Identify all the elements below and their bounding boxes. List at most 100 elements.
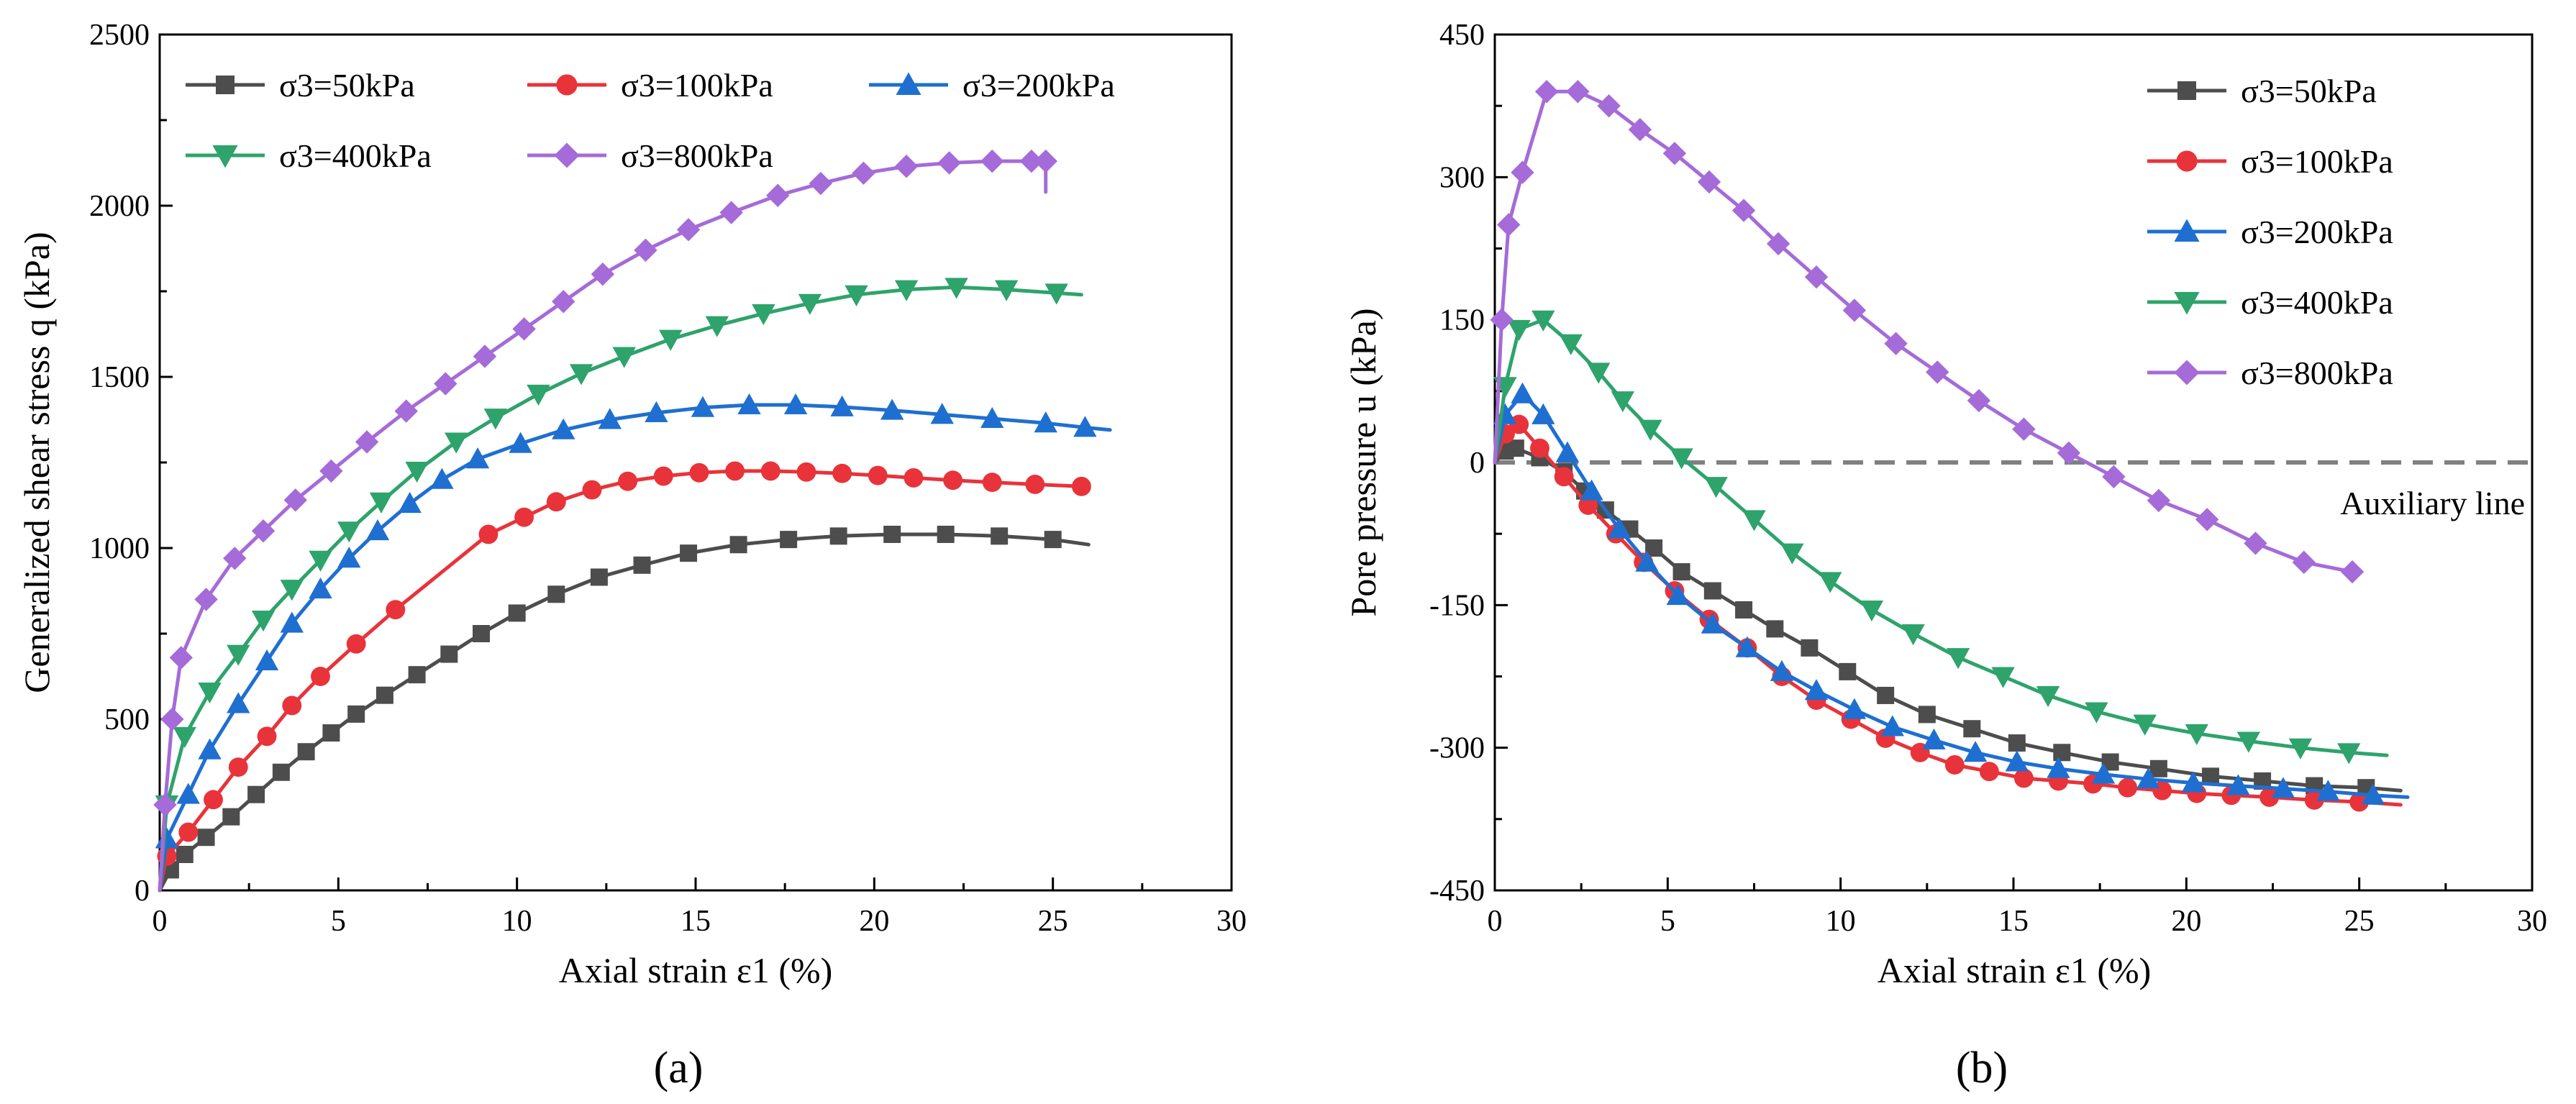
data-point <box>1628 118 1652 142</box>
data-point <box>1530 438 1549 458</box>
data-point <box>228 757 248 777</box>
data-point <box>2147 488 2171 513</box>
data-point <box>398 491 422 514</box>
data-point <box>552 418 575 439</box>
data-point <box>153 793 177 817</box>
data-point <box>311 667 330 686</box>
data-point <box>1666 583 1690 606</box>
data-point <box>1025 475 1045 494</box>
data-point <box>659 329 683 351</box>
panel-a-y-axis-title: Generalized shear stress q (kPa) <box>17 232 57 693</box>
data-point <box>169 646 193 670</box>
series-line <box>1493 89 2354 579</box>
data-point <box>309 577 332 599</box>
data-point <box>1554 467 1574 487</box>
data-point <box>283 488 307 512</box>
data-point <box>483 409 508 430</box>
data-point <box>633 556 651 574</box>
data-point <box>1044 531 1062 549</box>
data-point <box>514 507 534 527</box>
data-point <box>2133 714 2157 736</box>
x-tick-label: 0 <box>1488 905 1503 938</box>
series-diamond <box>153 149 1057 893</box>
data-point <box>346 634 366 654</box>
series-line <box>158 469 1091 893</box>
data-point <box>1071 476 1091 496</box>
data-point <box>1034 149 1057 173</box>
data-point <box>1877 686 1895 704</box>
data-point <box>1804 265 1829 289</box>
x-tick-label: 5 <box>1660 905 1675 938</box>
series-circle <box>157 461 1091 893</box>
series-square <box>158 525 1091 893</box>
data-point <box>1534 80 1559 104</box>
legend-marker <box>2174 291 2200 315</box>
data-point <box>618 471 638 491</box>
data-point <box>1532 310 1555 332</box>
data-point <box>2005 750 2029 772</box>
data-point <box>1926 360 1949 384</box>
data-point <box>386 600 406 620</box>
panel-a-label: (a) <box>654 1044 704 1092</box>
data-point <box>832 463 852 483</box>
legend-label: σ3=50kPa <box>279 67 415 104</box>
data-point <box>729 536 747 554</box>
data-point <box>227 644 250 666</box>
legend-item: σ3=800kPa <box>2147 355 2393 391</box>
x-tick-label: 30 <box>2517 905 2547 938</box>
data-point <box>478 524 499 544</box>
data-point <box>198 738 222 759</box>
legend-label: σ3=400kPa <box>279 137 432 174</box>
data-point <box>689 462 709 483</box>
data-point <box>991 527 1009 545</box>
data-point <box>796 462 816 482</box>
data-point <box>737 393 761 414</box>
data-point <box>883 525 901 543</box>
data-point <box>2340 560 2365 584</box>
legend-item: σ3=200kPa <box>2147 214 2393 250</box>
data-point <box>1019 149 1044 173</box>
series-triangle-down <box>155 278 1083 893</box>
legend-marker <box>2174 360 2200 386</box>
data-point <box>2337 743 2361 765</box>
data-point <box>980 406 1004 429</box>
data-point <box>2316 780 2340 801</box>
series-line <box>1493 446 2403 793</box>
data-point <box>247 785 265 803</box>
data-point <box>2304 790 2324 810</box>
data-point <box>937 525 955 543</box>
data-point <box>937 151 961 175</box>
data-point <box>222 808 240 826</box>
legend-marker <box>2174 219 2200 242</box>
x-tick-label: 20 <box>2171 905 2201 938</box>
data-point <box>473 625 490 642</box>
data-point <box>1506 439 1524 457</box>
data-point <box>355 430 379 454</box>
panel-b-axes: 0 5 10 15 20 25 30 -450 -300 -150 0 150 300 450 <box>1429 19 2547 938</box>
data-point <box>408 666 426 684</box>
panel-a-chart: 0 5 10 15 20 25 30 0 500 1000 1500 2000 2500 σ3=50kP… <box>17 19 1247 1092</box>
data-point <box>676 218 701 242</box>
data-point <box>2226 774 2250 795</box>
legend-item: σ3=400kPa <box>186 137 432 174</box>
data-point <box>760 461 780 481</box>
data-point <box>394 399 418 423</box>
y-tick-label: -300 <box>1429 732 1485 765</box>
panel-b-legend: σ3=50kPa σ3=100kPa σ3=200kPa σ3=400kPa σ3=80… <box>2147 73 2393 391</box>
data-point <box>2136 767 2160 789</box>
series-line <box>1493 392 2410 799</box>
data-point <box>1672 563 1690 581</box>
y-tick-label: 500 <box>104 703 150 736</box>
data-point <box>1704 477 1728 498</box>
data-point <box>473 345 497 368</box>
data-point <box>257 726 277 747</box>
data-point <box>1607 517 1631 539</box>
y-tick-label: -150 <box>1429 589 1485 622</box>
data-point <box>1532 403 1555 424</box>
data-point <box>645 401 668 422</box>
data-point <box>197 829 215 847</box>
data-point <box>1901 624 1925 646</box>
data-point <box>798 293 822 315</box>
data-point <box>1635 550 1659 572</box>
